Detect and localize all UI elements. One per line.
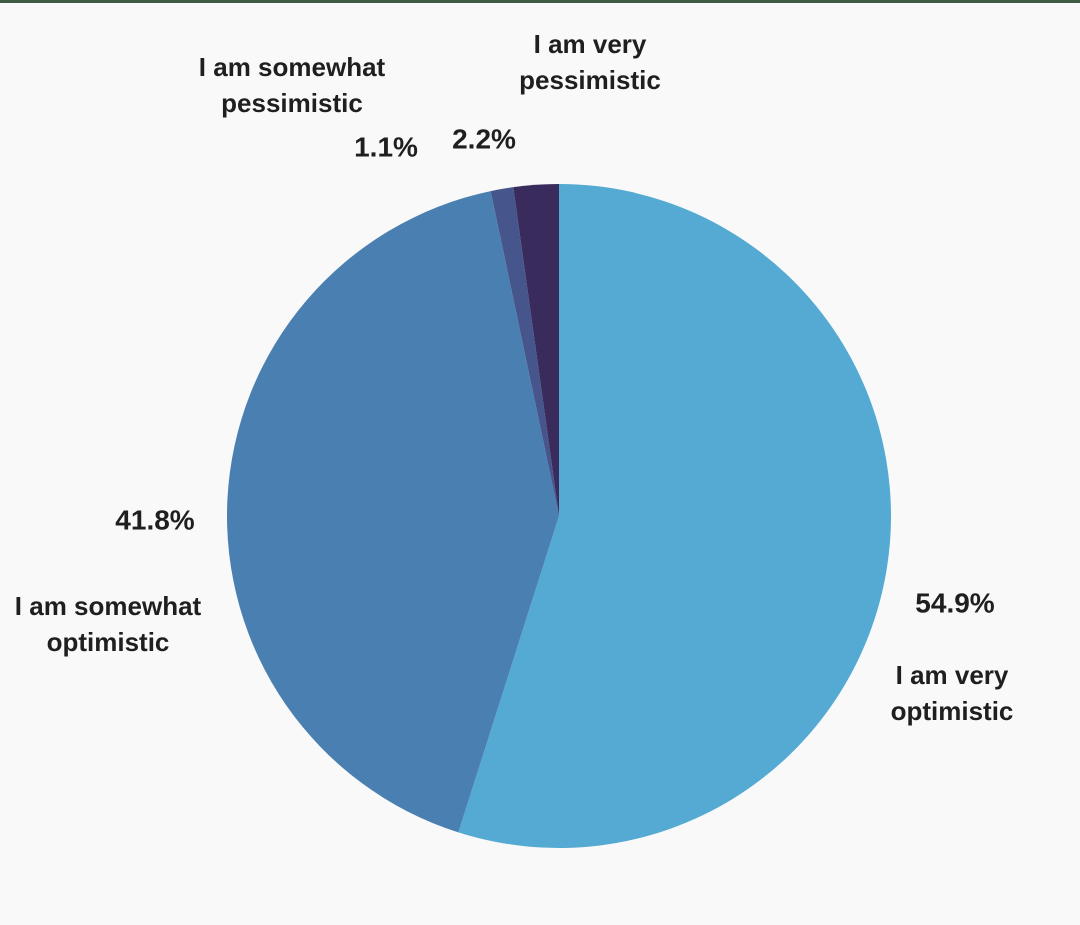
slice-label-somewhat-optimistic: I am somewhat optimistic (14, 591, 202, 657)
pie-slice-i-am-very-optimistic[interactable] (458, 184, 891, 849)
slice-percent-somewhat-optimistic: 41.8% (115, 504, 195, 536)
slice-label-somewhat-pessimistic: I am somewhat pessimistic (198, 52, 386, 118)
slice-label-very-optimistic: I am very optimistic (890, 660, 1014, 726)
slice-percent-very-pessimistic: 2.2% (452, 123, 516, 155)
pie-slice-i-am-very-pessimistic[interactable] (513, 184, 559, 516)
pie-slice-i-am-somewhat-pessimistic[interactable] (490, 187, 559, 517)
slice-percent-very-optimistic: 54.9% (915, 587, 995, 619)
top-accent-rule (0, 0, 1080, 3)
slice-percent-somewhat-pessimistic: 1.1% (354, 131, 418, 163)
slice-label-very-pessimistic: I am very pessimistic (519, 29, 661, 95)
pie-slice-i-am-somewhat-optimistic[interactable] (226, 191, 560, 833)
